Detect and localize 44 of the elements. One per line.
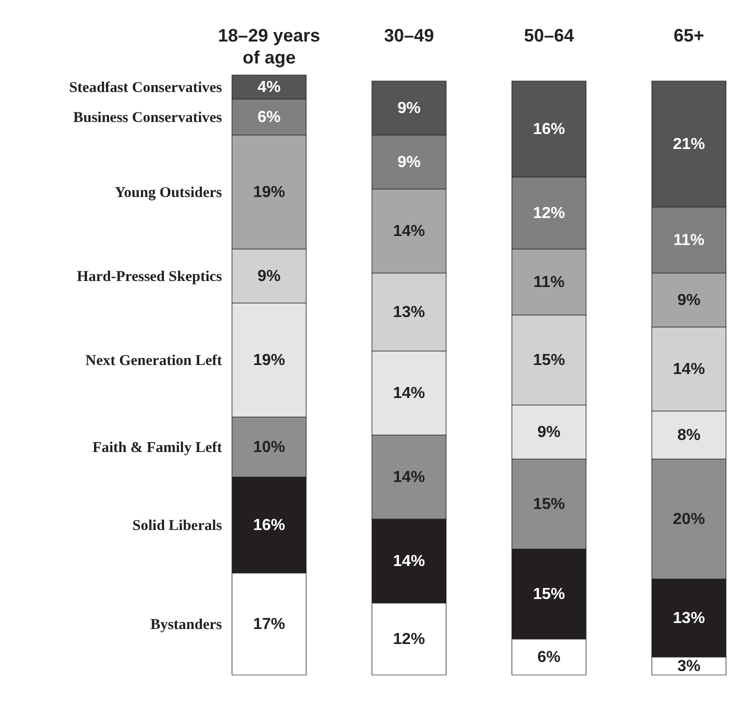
- data-label: 14%: [393, 223, 426, 240]
- data-label: 15%: [532, 496, 565, 513]
- series-label: Next Generation Left: [85, 353, 222, 369]
- x-tick-label: 65+: [674, 26, 704, 46]
- data-label: 9%: [397, 154, 421, 171]
- data-label: 17%: [253, 616, 286, 633]
- data-label: 14%: [393, 469, 426, 486]
- data-label: 16%: [253, 517, 286, 534]
- series-label: Business Conservatives: [73, 110, 222, 126]
- data-label: 12%: [393, 631, 426, 648]
- data-label: 6%: [537, 649, 561, 666]
- x-tick-label: 30–49: [384, 26, 434, 46]
- data-label: 20%: [672, 511, 705, 528]
- data-label: 21%: [672, 136, 705, 153]
- data-label: 10%: [253, 439, 286, 456]
- series-label: Hard-Pressed Skeptics: [76, 269, 222, 285]
- data-label: 14%: [393, 553, 426, 570]
- data-label: 16%: [532, 121, 565, 138]
- data-label: 11%: [533, 274, 565, 291]
- data-label: 9%: [677, 292, 700, 309]
- data-label: 13%: [393, 304, 426, 321]
- series-label: Steadfast Conservatives: [69, 80, 222, 96]
- data-label: 3%: [677, 658, 700, 675]
- data-label: 9%: [258, 268, 281, 285]
- x-tick-label: 18–29 years of age: [218, 26, 320, 68]
- data-label: 9%: [537, 424, 561, 441]
- data-label: 6%: [258, 109, 281, 126]
- data-label: 13%: [672, 610, 705, 627]
- data-label: 19%: [253, 352, 286, 369]
- x-tick-label: 50–64: [524, 26, 574, 46]
- data-label: 15%: [532, 586, 565, 603]
- data-label: 4%: [258, 79, 281, 96]
- data-label: 14%: [393, 385, 426, 402]
- series-label: Faith & Family Left: [92, 440, 222, 456]
- data-label: 11%: [673, 232, 704, 249]
- series-label: Solid Liberals: [132, 518, 222, 534]
- series-label: Bystanders: [150, 617, 222, 633]
- data-label: 9%: [397, 100, 421, 117]
- data-label: 14%: [672, 361, 705, 378]
- data-label: 19%: [253, 184, 286, 201]
- data-label: 12%: [532, 205, 565, 222]
- series-label: Young Outsiders: [114, 185, 222, 201]
- data-label: 15%: [532, 352, 565, 369]
- data-label: 8%: [677, 427, 700, 444]
